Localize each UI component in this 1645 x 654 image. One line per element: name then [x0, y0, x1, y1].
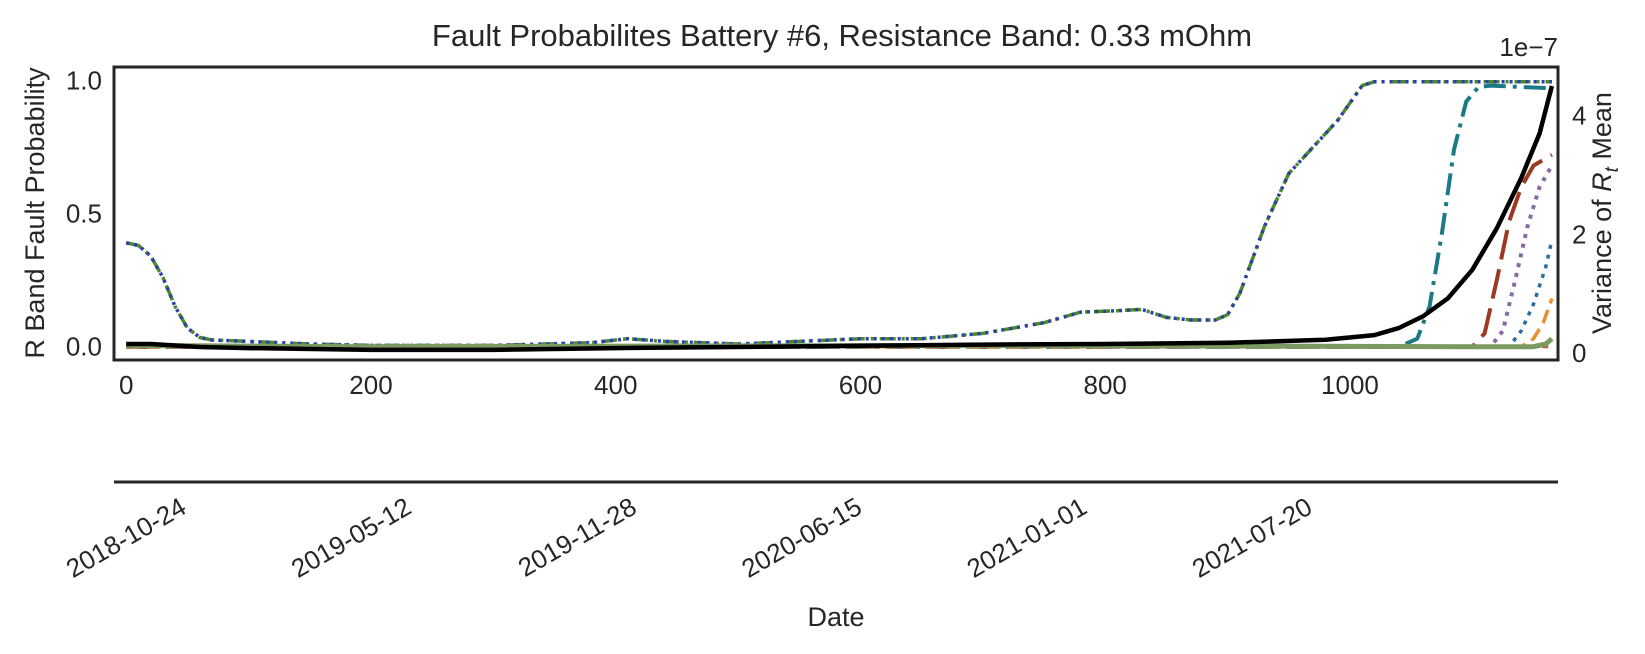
ticks-layer: 0 200 400 600 800 1000 0.0 0.5 1.0 0 2 4 [66, 65, 1587, 400]
y2-tick-label: 4 [1572, 101, 1586, 131]
y-tick-label: 1.0 [66, 65, 102, 95]
y-tick-label: 0.0 [66, 332, 102, 362]
left-axis-label: R Band Fault Probability [20, 67, 50, 359]
right-axis-label-subscript: t [1602, 166, 1623, 172]
right-axis-label-prefix: Variance of [1587, 192, 1617, 334]
y2-tick-label: 2 [1572, 219, 1586, 249]
x-tick-label: 1000 [1321, 370, 1379, 400]
series-line-5 [126, 164, 1554, 349]
y2-tick-label: 0 [1572, 338, 1586, 368]
right-axis-offset-text: 1e−7 [1499, 32, 1558, 62]
series-layer [125, 79, 1555, 353]
x-tick-label: 600 [839, 370, 882, 400]
x-tick-label: 0 [119, 370, 133, 400]
x-tick-label: 400 [594, 370, 637, 400]
series-line-9 [126, 336, 1554, 350]
x-tick-label: 800 [1084, 370, 1127, 400]
right-axis-label: Variance of Rt Mean [1587, 92, 1623, 334]
y-tick-label: 0.5 [66, 199, 102, 229]
right-axis-label-symbol: R [1587, 172, 1617, 192]
series-line-2 [125, 79, 1552, 348]
x-tick-label: 200 [349, 370, 392, 400]
plot-frame [112, 65, 1560, 362]
series-line-3 [126, 83, 1552, 349]
right-axis-label-suffix: Mean [1587, 92, 1617, 167]
chart-title: Fault Probabilites Battery #6, Resistanc… [432, 18, 1252, 53]
series-line-10 [126, 85, 1555, 353]
date-axis-label: Date [807, 602, 864, 632]
